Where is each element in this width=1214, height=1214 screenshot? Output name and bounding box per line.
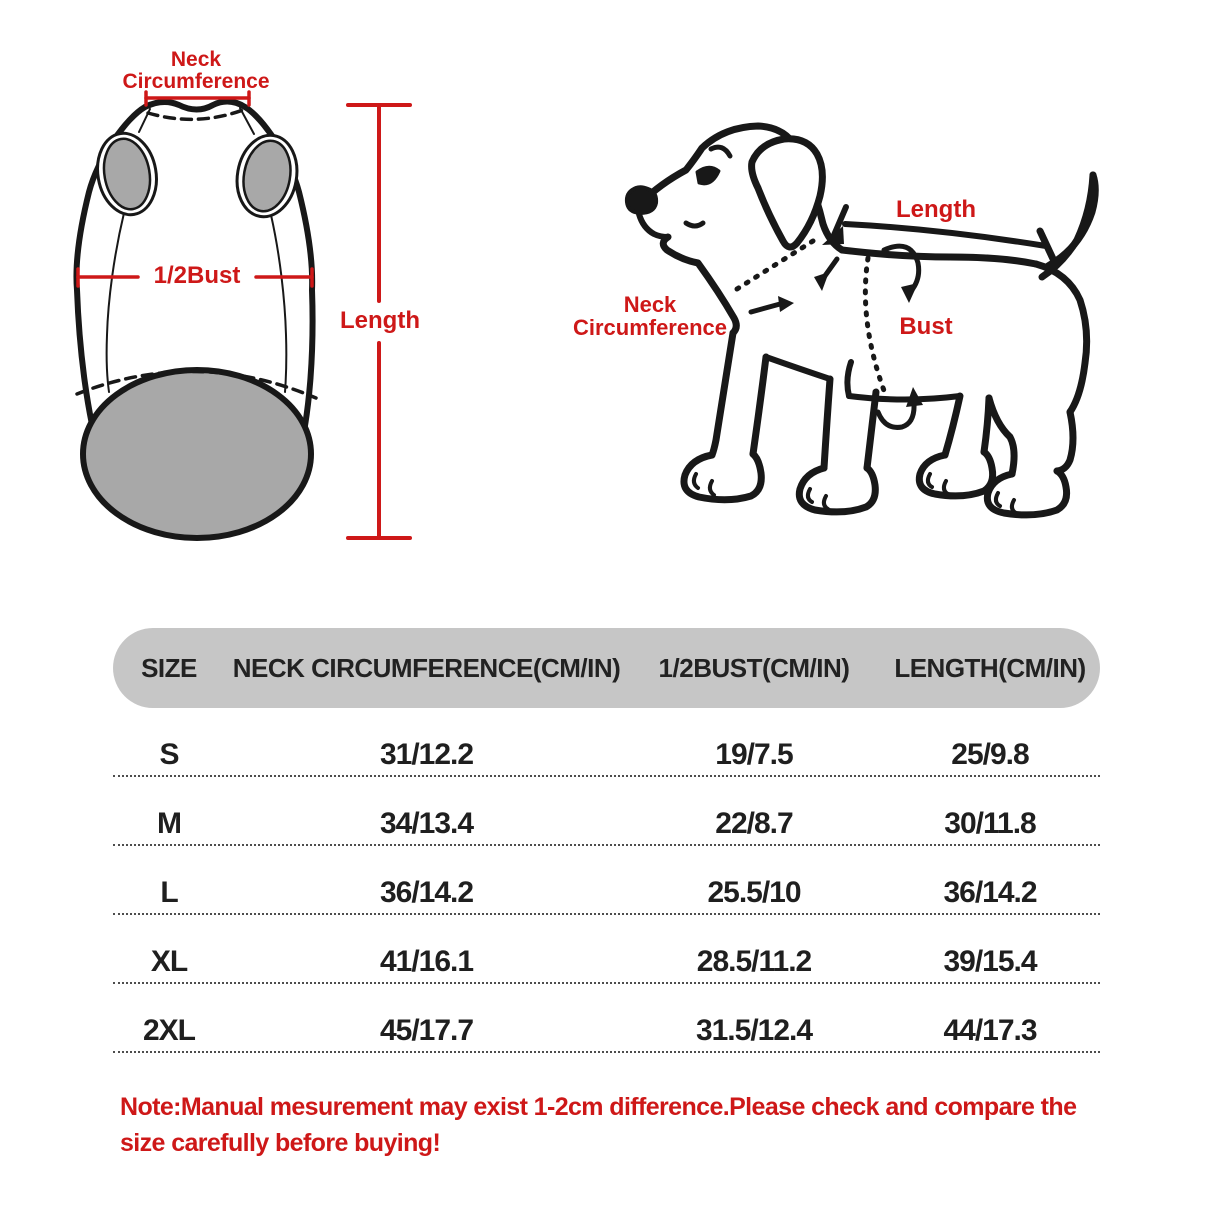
- dog-nose: [624, 185, 659, 215]
- cell-size: 2XL: [142, 1014, 196, 1047]
- label-text: Neck: [170, 48, 222, 71]
- garment-armhole-right: [235, 133, 299, 219]
- dog-neck-circumference-label: Neck Circumference: [555, 292, 745, 340]
- label-text: Circumference: [572, 314, 728, 340]
- label-text: Circumference: [122, 69, 270, 93]
- table-row: L 36/14.2 25.5/10 36/14.2: [113, 846, 1100, 915]
- column-header-size: SIZE: [141, 652, 197, 683]
- cell-half-bust: 25.5/10: [707, 876, 801, 909]
- cell-neck: 31/12.2: [379, 738, 474, 771]
- note-line: size carefully before buying!: [120, 1129, 441, 1157]
- half-bust-dimension-line: [76, 267, 314, 288]
- garment-seam-lines: [105, 107, 288, 393]
- neck-circumference-dimension-line: [144, 90, 251, 107]
- table-row: S 31/12.2 19/7.5 25/9.8: [113, 708, 1100, 777]
- cell-size: L: [160, 876, 178, 909]
- column-header-half-bust: 1/2BUST(CM/IN): [658, 652, 850, 683]
- garment-neck-circumference-label: Neck Circumference: [100, 49, 292, 93]
- length-dimension-line: [346, 103, 412, 540]
- column-header-neck-circumference: NECK CIRCUMFERENCE(CM/IN): [232, 652, 621, 683]
- cell-length: 25/9.8: [951, 738, 1029, 771]
- cell-size: XL: [150, 945, 188, 978]
- size-table-body: S 31/12.2 19/7.5 25/9.8 M 34/13.4 22/8.7…: [113, 708, 1100, 1053]
- size-table-header: SIZE NECK CIRCUMFERENCE(CM/IN) 1/2BUST(C…: [113, 628, 1100, 708]
- dog-diagram: [624, 122, 1099, 519]
- dog-neck-measure: [734, 238, 840, 315]
- dog-bust-measure: [862, 243, 923, 430]
- cell-length: 44/17.3: [943, 1014, 1037, 1047]
- table-row: XL 41/16.1 28.5/11.2 39/15.4: [113, 915, 1100, 984]
- dog-outline: [638, 122, 1099, 519]
- garment-armhole-left: [96, 131, 158, 217]
- cell-half-bust: 22/8.7: [715, 807, 793, 840]
- label-text: Neck: [623, 292, 677, 317]
- garment-diagram: [73, 90, 412, 541]
- garment-half-bust-label: 1/2Bust: [153, 262, 241, 289]
- table-row: M 34/13.4 22/8.7 30/11.8: [113, 777, 1100, 846]
- dog-ear: [748, 135, 826, 251]
- cell-length: 39/15.4: [943, 945, 1037, 978]
- dog-mouth: [636, 211, 671, 240]
- dog-mouth-corner: [683, 220, 706, 229]
- cell-half-bust: 31.5/12.4: [695, 1014, 813, 1047]
- cell-neck: 45/17.7: [379, 1014, 474, 1047]
- dog-toe-marks: [691, 472, 1018, 515]
- cell-size: M: [157, 807, 182, 840]
- dog-bust-label: Bust: [899, 313, 953, 340]
- cell-neck: 36/14.2: [379, 876, 474, 909]
- measurement-note: Note:Manual mesurement may exist 1-2cm d…: [120, 1089, 1110, 1161]
- dog-length-label: Length: [896, 196, 976, 223]
- cell-length: 30/11.8: [944, 807, 1036, 840]
- garment-length-label: Length: [340, 307, 420, 334]
- note-line: Note:Manual mesurement may exist 1-2cm d…: [120, 1093, 1077, 1121]
- cell-half-bust: 28.5/11.2: [696, 945, 812, 978]
- column-header-length: LENGTH(CM/IN): [894, 652, 1086, 683]
- garment-bottom-opening: [80, 367, 314, 541]
- table-row: 2XL 45/17.7 31.5/12.4 44/17.3: [113, 984, 1100, 1053]
- garment-neckline-dashed: [146, 108, 245, 121]
- cell-size: S: [159, 738, 179, 771]
- garment-top-edge: [142, 98, 248, 113]
- cell-half-bust: 19/7.5: [715, 738, 793, 771]
- cell-length: 36/14.2: [943, 876, 1037, 909]
- cell-neck: 34/13.4: [379, 807, 474, 840]
- cell-neck: 41/16.1: [379, 945, 474, 978]
- dog-length-measure: [822, 204, 1058, 265]
- dog-brow: [708, 144, 733, 159]
- dog-eye: [695, 165, 721, 186]
